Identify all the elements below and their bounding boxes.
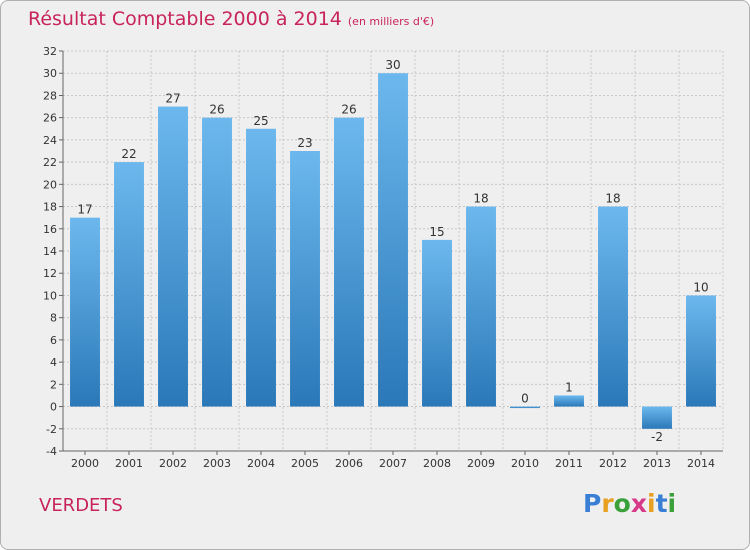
x-tick-label: 2003 (203, 457, 231, 470)
y-tick-label: 26 (43, 112, 57, 125)
data-label-2001: 22 (121, 147, 136, 161)
bar-2004 (246, 128, 276, 407)
x-tick-label: 2005 (291, 457, 319, 470)
proxiti-logo: Proxiti (583, 489, 676, 518)
bar-2002 (158, 106, 188, 407)
y-tick-label: 6 (50, 334, 57, 347)
logo-letter: i (667, 489, 677, 518)
data-labels: 17 22 27 26 25 23 26 30 15 18 0 1 18 -2 10 (77, 58, 708, 444)
bar-2008 (422, 239, 452, 407)
place-name: VERDETS (39, 495, 123, 516)
y-tick-label: 0 (50, 401, 57, 414)
logo-letter: o (613, 489, 631, 518)
data-label-2007: 30 (385, 58, 400, 72)
logo-letter: i (647, 489, 656, 518)
y-tick-label: 24 (43, 134, 57, 147)
y-tick-label: 8 (50, 312, 57, 325)
data-label-2008: 15 (429, 225, 444, 239)
data-label-2010: 0 (521, 392, 529, 406)
bar-2014 (686, 295, 716, 407)
data-label-2013: -2 (651, 430, 663, 444)
x-tick-label: 2008 (423, 457, 451, 470)
y-tick-label: 2 (50, 378, 57, 391)
bar-2006 (334, 117, 364, 407)
y-tick-label: 4 (50, 356, 57, 369)
x-tick-label: 2001 (115, 457, 143, 470)
data-label-2002: 27 (165, 92, 180, 106)
x-tick-label: 2006 (335, 457, 363, 470)
data-label-2005: 23 (297, 136, 312, 150)
bar-2013 (642, 406, 672, 429)
y-tick-label: 14 (43, 245, 57, 258)
data-label-2014: 10 (693, 280, 708, 294)
data-label-2000: 17 (77, 203, 92, 217)
chart-title: Résultat Comptable 2000 à 2014 (en millie… (28, 8, 434, 30)
bars (70, 73, 716, 429)
bar-2005 (290, 151, 320, 407)
bar-2012 (598, 206, 628, 407)
x-tick-label: 2009 (467, 457, 495, 470)
y-tick-label: -4 (46, 445, 57, 458)
data-label-2011: 1 (565, 380, 573, 394)
y-tick-label: -2 (46, 423, 57, 436)
y-tick-label: 28 (43, 89, 57, 102)
x-tick-label: 2012 (599, 457, 627, 470)
x-tick-label: 2002 (159, 457, 187, 470)
data-label-2006: 26 (341, 103, 356, 117)
data-label-2009: 18 (473, 192, 488, 206)
x-tick-label: 2004 (247, 457, 275, 470)
bar-2010 (510, 406, 540, 409)
y-tick-label: 16 (43, 223, 57, 236)
x-tick-label: 2000 (71, 457, 99, 470)
logo-letter: r (601, 489, 614, 518)
y-tick-label: 32 (43, 45, 57, 58)
y-tick-label: 30 (43, 67, 57, 80)
x-tick-label: 2010 (511, 457, 539, 470)
chart-title-text: Résultat Comptable 2000 à 2014 (28, 8, 342, 30)
bar-2001 (114, 162, 144, 407)
data-label-2012: 18 (605, 192, 620, 206)
x-tick-label: 2014 (687, 457, 715, 470)
y-tick-label: 12 (43, 267, 57, 280)
chart-subtitle: (en milliers d'€) (347, 15, 435, 28)
y-tick-label: 20 (43, 178, 57, 191)
y-tick-label: 22 (43, 156, 57, 169)
bar-2009 (466, 206, 496, 407)
bar-2003 (202, 117, 232, 407)
data-label-2004: 25 (253, 114, 268, 128)
logo-letter: x (630, 489, 647, 518)
x-tick-label: 2013 (643, 457, 671, 470)
bar-2011 (554, 395, 584, 407)
logo-letter: P (583, 489, 602, 518)
data-label-2003: 26 (209, 103, 224, 117)
logo-letter: t (655, 489, 668, 518)
x-tick-label: 2011 (555, 457, 583, 470)
x-tick-label: 2007 (379, 457, 407, 470)
y-tick-label: 18 (43, 201, 57, 214)
bar-2007 (378, 73, 408, 407)
y-tick-label: 10 (43, 289, 57, 302)
bar-2000 (70, 217, 100, 407)
